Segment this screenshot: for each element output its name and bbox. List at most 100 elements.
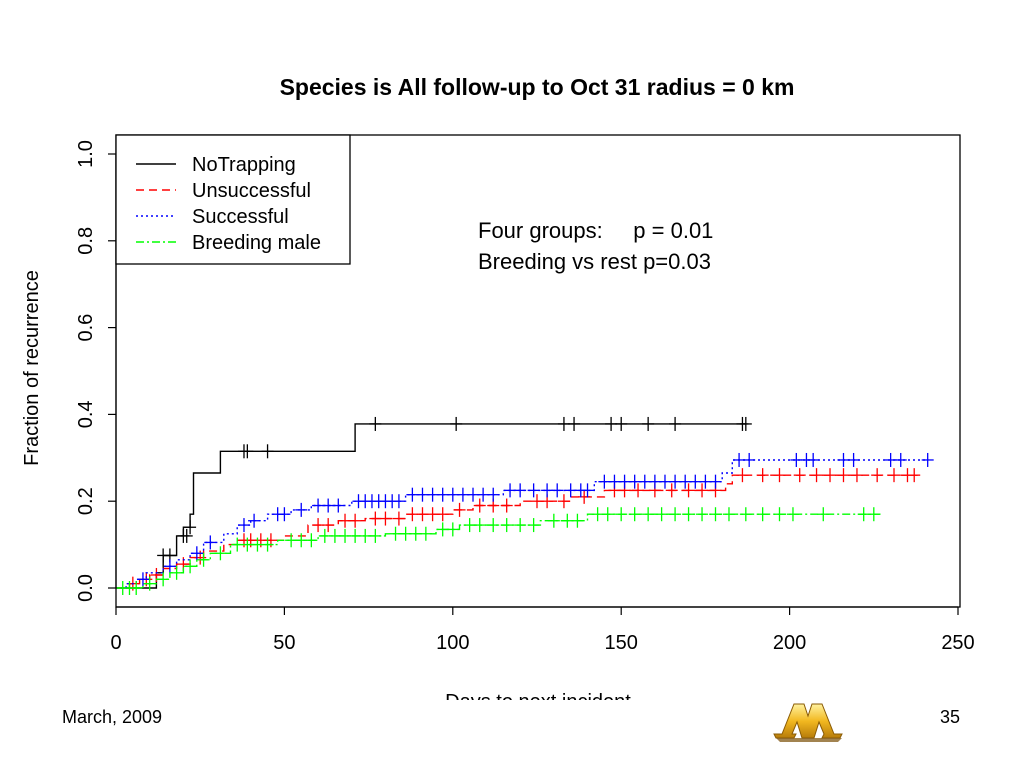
censor-mark-breeding-male [399, 526, 412, 541]
censor-mark-unsuccessful [339, 513, 352, 528]
y-tick-label: 0.2 [75, 487, 97, 515]
censor-mark-unsuccessful [632, 483, 645, 498]
censor-mark-notrapping [669, 416, 682, 431]
censor-mark-unsuccessful [392, 511, 405, 526]
censor-mark-unsuccessful [453, 502, 466, 517]
censor-mark-successful [921, 452, 934, 467]
censor-mark-unsuccessful [349, 513, 362, 528]
censor-mark-breeding-male [682, 507, 695, 522]
x-tick-label: 250 [941, 632, 974, 654]
censor-mark-successful [278, 507, 291, 522]
censor-mark-breeding-male [305, 533, 318, 548]
censor-mark-breeding-male [867, 507, 880, 522]
censor-mark-unsuccessful [322, 518, 335, 533]
censor-mark-successful [190, 546, 203, 561]
censor-mark-successful [163, 559, 176, 574]
censor-mark-successful [658, 474, 671, 489]
annotation-p-value-four-groups: Four groups: p = 0.01 [478, 218, 713, 243]
censor-mark-breeding-male [473, 518, 486, 533]
censor-mark-breeding-male [463, 518, 476, 533]
censor-mark-breeding-male [709, 507, 722, 522]
censor-mark-successful [426, 487, 439, 502]
survival-chart: Species is All follow-up to Oct 31 radiu… [21, 74, 975, 700]
censor-mark-breeding-male [696, 507, 709, 522]
x-tick-label: 200 [773, 632, 806, 654]
censor-mark-breeding-male [547, 513, 560, 528]
censor-mark-successful [527, 483, 540, 498]
censor-mark-successful [446, 487, 459, 502]
censor-mark-breeding-male [436, 522, 449, 537]
censor-mark-breeding-male [251, 537, 264, 552]
censor-mark-successful [406, 487, 419, 502]
censor-mark-breeding-male [419, 526, 432, 541]
censor-mark-unsuccessful [888, 468, 901, 483]
x-tick-label: 50 [273, 632, 295, 654]
censor-mark-unsuccessful [406, 507, 419, 522]
censor-mark-unsuccessful [810, 468, 823, 483]
censor-mark-successful [504, 483, 517, 498]
legend-label-breeding-male: Breeding male [192, 232, 321, 254]
censor-mark-breeding-male [669, 507, 682, 522]
censor-mark-unsuccessful [837, 468, 850, 483]
censor-mark-breeding-male [446, 522, 459, 537]
censor-mark-unsuccessful [426, 507, 439, 522]
censor-mark-successful [628, 474, 641, 489]
censor-mark-successful [487, 487, 500, 502]
censor-mark-successful [618, 474, 631, 489]
censor-mark-unsuccessful [416, 507, 429, 522]
censor-mark-successful [322, 498, 335, 513]
censor-mark-successful [551, 483, 564, 498]
plot-area [116, 416, 934, 595]
censor-mark-breeding-male [157, 572, 170, 587]
censor-mark-breeding-male [786, 507, 799, 522]
legend-label-notrapping: NoTrapping [192, 154, 296, 176]
censor-mark-breeding-male [318, 528, 331, 543]
legend-label-successful: Successful [192, 206, 289, 228]
legend-label-unsuccessful: Unsuccessful [192, 180, 311, 202]
censor-mark-successful [689, 474, 702, 489]
censor-mark-notrapping [180, 528, 193, 543]
censor-mark-notrapping [241, 444, 254, 459]
censor-mark-notrapping [568, 416, 581, 431]
axes: 0 50 100 150 200 250 0.0 0.2 0.4 0.6 0.8 1.0 [75, 140, 975, 654]
censor-mark-successful [669, 474, 682, 489]
censor-mark-breeding-male [241, 537, 254, 552]
censor-mark-unsuccessful [850, 468, 863, 483]
censor-mark-notrapping [739, 416, 752, 431]
censor-mark-notrapping [557, 416, 570, 431]
censor-mark-breeding-male [756, 507, 769, 522]
censor-mark-unsuccessful [696, 483, 709, 498]
censor-mark-breeding-male [527, 518, 540, 533]
censor-mark-successful [416, 487, 429, 502]
censor-mark-breeding-male [773, 507, 786, 522]
censor-mark-breeding-male [722, 507, 735, 522]
censor-mark-breeding-male [339, 528, 352, 543]
censor-mark-notrapping [369, 416, 382, 431]
censor-mark-breeding-male [739, 507, 752, 522]
chart-title: Species is All follow-up to Oct 31 radiu… [280, 74, 795, 100]
censor-mark-successful [598, 474, 611, 489]
censor-mark-breeding-male [487, 518, 500, 533]
censor-mark-successful [541, 483, 554, 498]
censor-mark-notrapping [615, 416, 628, 431]
censor-mark-successful [608, 474, 621, 489]
censor-mark-successful [709, 474, 722, 489]
censor-mark-breeding-male [143, 576, 156, 591]
censor-mark-breeding-male [369, 528, 382, 543]
censor-mark-unsuccessful [436, 507, 449, 522]
censor-mark-successful [312, 498, 325, 513]
censor-mark-breeding-male [571, 513, 584, 528]
annotation-p-value-breeding: Breeding vs rest p=0.03 [478, 249, 711, 274]
x-tick-label: 150 [605, 632, 638, 654]
censor-mark-breeding-male [328, 528, 341, 543]
censor-mark-breeding-male [615, 507, 628, 522]
y-tick-label: 0.6 [75, 314, 97, 342]
censor-mark-breeding-male [500, 518, 513, 533]
censor-mark-unsuccessful [824, 468, 837, 483]
censor-mark-breeding-male [389, 526, 402, 541]
censor-mark-successful [638, 474, 651, 489]
censor-mark-successful [837, 452, 850, 467]
censor-mark-notrapping [261, 444, 274, 459]
censor-mark-successful [679, 474, 692, 489]
censor-mark-breeding-male [628, 507, 641, 522]
